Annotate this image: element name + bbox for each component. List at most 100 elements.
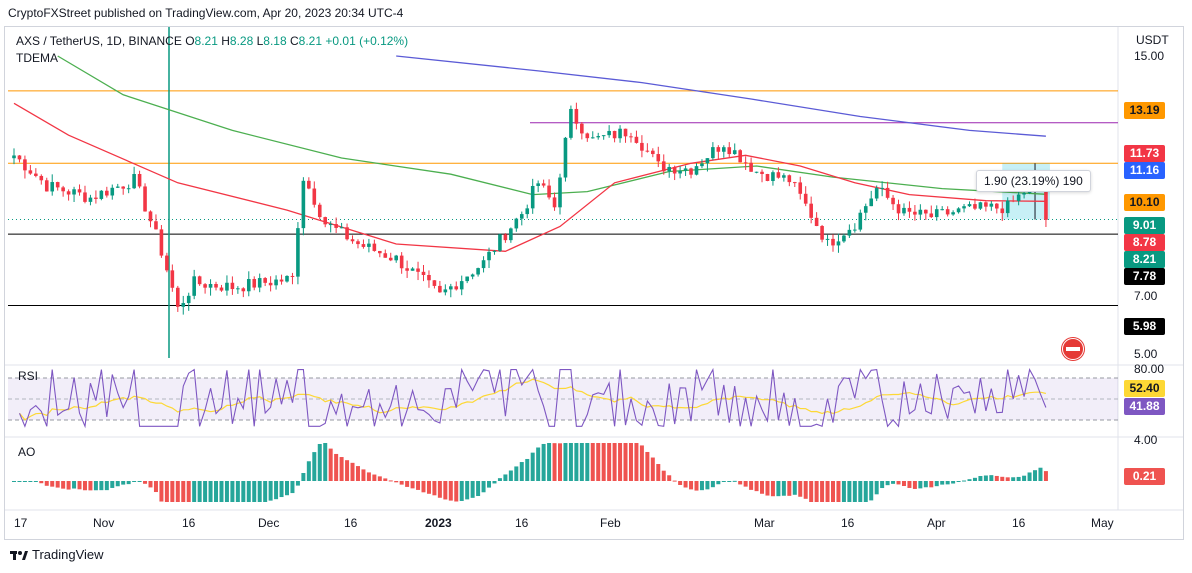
candle-body — [225, 282, 229, 291]
candle-body — [907, 207, 912, 212]
rsi-label[interactable]: RSI — [18, 369, 39, 383]
ao-bar — [880, 481, 885, 489]
ao-bar — [159, 481, 164, 502]
candle-body — [863, 206, 868, 213]
ema-green-line — [57, 55, 1046, 196]
candle-body — [569, 108, 573, 138]
candle-body — [536, 183, 540, 186]
candle-body — [634, 136, 639, 143]
candle-body — [192, 276, 196, 296]
ao-bar — [426, 481, 431, 494]
ao-bar — [416, 481, 421, 490]
ao-bar — [28, 481, 33, 482]
candle-body — [612, 130, 617, 139]
ao-bar — [110, 481, 115, 488]
candle-body — [574, 108, 579, 124]
ao-bar — [940, 481, 945, 485]
candle-body — [378, 250, 382, 254]
ao-bar — [443, 481, 448, 500]
rsi-line — [18, 367, 1047, 429]
candle-body — [39, 175, 44, 181]
candle-body — [640, 142, 644, 151]
us-flag-icon[interactable] — [1062, 338, 1084, 360]
ao-bar — [552, 443, 557, 481]
ao-bar — [530, 452, 535, 481]
price-tag-8-78: 8.78 — [1124, 234, 1165, 251]
ao-bar — [951, 481, 956, 484]
candle-body — [945, 209, 950, 215]
price-tick-15: 15.00 — [1134, 49, 1165, 63]
ao-bar — [355, 466, 360, 481]
ao-bar — [945, 481, 950, 485]
candle-body — [1000, 208, 1005, 214]
price-tag-7-78: 7.78 — [1124, 268, 1165, 285]
candle-body — [743, 162, 748, 164]
candle-body — [449, 286, 453, 290]
ao-bar — [656, 464, 661, 481]
symbol-name[interactable]: AXS / TetherUS, 1D, BINANCE — [16, 34, 182, 48]
ao-bar — [132, 481, 137, 482]
ao-bar — [962, 480, 967, 482]
ao-bar — [989, 475, 994, 481]
ao-label[interactable]: AO — [18, 445, 36, 459]
candle-body — [465, 276, 469, 282]
ao-bar — [891, 481, 896, 484]
ao-bar — [585, 443, 590, 481]
ao-bar — [55, 481, 60, 488]
ao-bar — [792, 481, 797, 495]
ao-bar — [121, 481, 126, 485]
ao-bar — [224, 481, 229, 502]
ao-bar — [432, 481, 437, 496]
x-tick: Dec — [258, 516, 280, 530]
candle-body — [105, 190, 109, 196]
low-value: 8.18 — [263, 34, 287, 48]
ao-bar — [366, 472, 371, 481]
candle-body — [159, 229, 164, 256]
ao-bar — [787, 481, 792, 496]
candle-body — [607, 130, 611, 136]
candle-body — [672, 166, 677, 174]
candle-body — [350, 239, 355, 242]
ao-bar — [44, 481, 49, 486]
x-tick: Nov — [93, 516, 115, 530]
candle-body — [694, 166, 699, 175]
change-value: +0.01 (+0.12%) — [325, 34, 409, 48]
ao-bar — [825, 481, 830, 502]
candle-body — [842, 235, 846, 242]
x-tick: Apr — [927, 516, 946, 530]
ao-bar — [410, 481, 415, 489]
candle-body — [121, 186, 125, 189]
candle-body — [956, 208, 961, 213]
candle-body — [913, 211, 917, 215]
candle-body — [503, 234, 508, 241]
candle-body — [132, 174, 136, 189]
candle-body — [356, 241, 360, 245]
ao-bar — [323, 443, 328, 481]
ao-bar — [874, 481, 879, 495]
price-tag-13-19: 13.19 — [1124, 102, 1165, 119]
candle-body — [219, 287, 224, 291]
ao-bar — [618, 443, 623, 481]
candle-body — [711, 147, 715, 159]
candle-body — [50, 182, 55, 192]
candle-body — [749, 162, 753, 172]
candle-body — [99, 190, 104, 199]
candle-body — [263, 278, 267, 283]
candle-body — [361, 244, 366, 247]
ema-red-line — [13, 102, 1046, 252]
ao-bar — [219, 481, 224, 502]
candle-body — [700, 163, 704, 167]
ao-bar — [1022, 475, 1027, 481]
ao-bar — [470, 481, 475, 498]
candle-body — [918, 209, 923, 215]
ao-bar — [143, 481, 148, 484]
tradingview-brand[interactable]: TradingView — [10, 547, 104, 562]
indicator-label[interactable]: TDEMA — [16, 51, 58, 65]
candle-body — [470, 274, 475, 277]
ao-bar — [481, 481, 486, 493]
candle-body — [765, 174, 770, 181]
candle-body — [438, 285, 442, 293]
candle-body — [28, 170, 33, 174]
measure-label[interactable]: 1.90 (23.19%) 190 — [976, 170, 1091, 192]
